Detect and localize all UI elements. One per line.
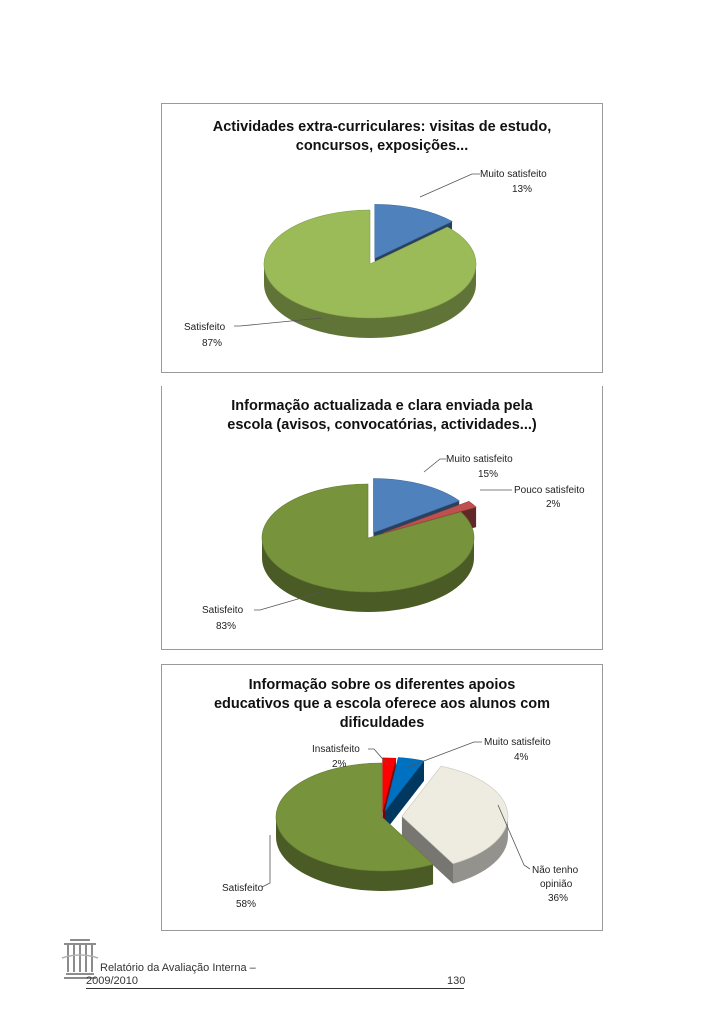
pie-slice-muito-satisfeito — [374, 204, 453, 259]
chart-apoios-educativos: Informação sobre os diferentes apoios ed… — [161, 664, 603, 931]
pie-slice-satisfeito — [261, 483, 475, 593]
footer-year: 2009/2010 — [86, 975, 138, 987]
label-nao-tenho-opiniao: Não tenho — [532, 865, 579, 876]
label-muito-satisfeito: Muito satisfeito — [446, 454, 513, 465]
label-muito-satisfeito: Muito satisfeito — [484, 737, 551, 748]
pct-muito-satisfeito-value: 15% — [478, 469, 498, 480]
pie-chart-1: Muito satisfeito 13% Satisfeito 87% — [184, 169, 547, 349]
pct-satisfeito: 87% — [202, 338, 222, 349]
footer-divider — [86, 988, 464, 989]
pct-nao-tenho-opiniao: 36% — [548, 893, 568, 904]
pct-muito-satisfeito: 4% — [514, 752, 529, 763]
chart-title: Informação sobre os diferentes apoios ed… — [213, 677, 551, 731]
label-muito-satisfeito: Muito satisfeito — [480, 169, 547, 180]
pct-satisfeito: 58% — [236, 899, 256, 910]
pct-muito-satisfeito: 13% — [512, 184, 532, 195]
pie-slice-pouco-satisfeito — [383, 501, 477, 534]
pie-slice-side — [262, 538, 474, 612]
chart-title: Informação actualizada e clara enviada p… — [227, 398, 537, 433]
label-nao-tenho-opiniao-line2: opinião — [540, 879, 573, 890]
chart-title: Actividades extra-curriculares: visitas … — [212, 119, 552, 154]
school-logo-icon — [61, 939, 99, 979]
pie-slice-side — [276, 817, 434, 891]
pie-chart-3: Insatisfeito 2% Muito satisfeito 4% Não … — [222, 737, 579, 910]
chart-extracurricular: Actividades extra-curriculares: visitas … — [161, 103, 603, 373]
pie-slice-satisfeito — [263, 209, 477, 319]
pie-slice-side — [453, 816, 508, 884]
pie-slice-satisfeito — [275, 762, 434, 872]
pie-slice-muito-satisfeito — [373, 478, 460, 533]
pct-insatisfeito: 2% — [332, 759, 347, 770]
footer-report-title: Relatório da Avaliação Interna – — [100, 962, 256, 974]
pie-slice-n-o-tenho-opini-o — [401, 765, 509, 865]
label-satisfeito: Satisfeito — [202, 605, 244, 616]
label-satisfeito: Satisfeito — [184, 322, 226, 333]
chart-informacao-actualizada: Informação actualizada e clara enviada p… — [161, 386, 603, 650]
label-insatisfeito: Insatisfeito — [312, 744, 360, 755]
pie-slice-edge — [384, 760, 425, 832]
pie-slice-side — [264, 264, 476, 338]
pct-satisfeito: 83% — [216, 621, 236, 632]
pie-chart-2: Muito satisfeito 2% 15% Pouco satisfeito… — [202, 454, 585, 632]
pct-pouco-satisfeito: 2% — [546, 499, 561, 510]
pie-slice-edge — [401, 816, 454, 884]
label-pouco-satisfeito: Pouco satisfeito — [514, 485, 585, 496]
pie-slice-insatisfeito — [382, 757, 397, 812]
page-number: 130 — [447, 975, 466, 987]
label-satisfeito: Satisfeito — [222, 883, 264, 894]
